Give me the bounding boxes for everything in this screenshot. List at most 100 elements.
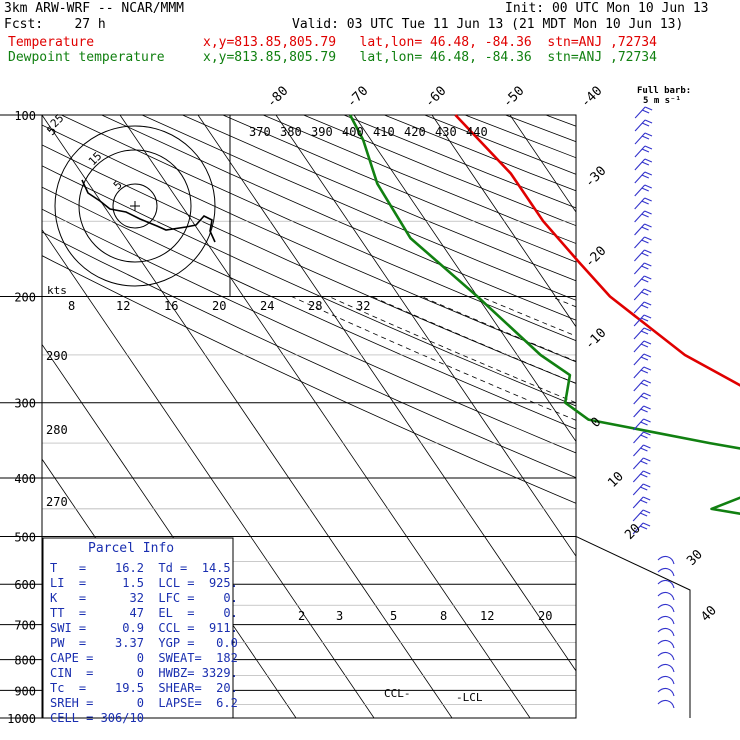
moist-adiabat xyxy=(635,297,740,719)
isotherm xyxy=(666,115,740,718)
wind-barb xyxy=(657,639,675,649)
wind-barb xyxy=(633,275,652,288)
theta-tick-label: 370 xyxy=(249,125,271,139)
barb-key-line1: Full barb: xyxy=(637,86,691,96)
moist-adiabat xyxy=(328,296,576,404)
isotherm xyxy=(197,115,576,672)
wind-barb xyxy=(632,496,651,509)
moist-adiabat xyxy=(550,296,576,308)
wind-barb xyxy=(634,210,652,223)
wind-barb xyxy=(634,145,653,158)
theta-tick-label: 380 xyxy=(280,125,302,139)
hodograph-center xyxy=(130,201,140,211)
wind-barb xyxy=(632,509,651,522)
theta-tick-label: 400 xyxy=(342,125,364,139)
hodograph-trace xyxy=(81,179,216,243)
parcel-info-box: Parcel Info T = 16.2 Td = 14.5LI = 1.5 LC… xyxy=(42,537,238,725)
wind-barbs xyxy=(632,106,675,709)
pressure-label-600: 600 xyxy=(14,578,36,592)
dewpoint-legend: Dewpoint temperature xyxy=(8,50,165,65)
wind-barb xyxy=(657,687,675,697)
wind-barb xyxy=(634,171,653,184)
wind-barb xyxy=(657,615,675,625)
dry-adiabat xyxy=(343,115,576,209)
wind-barb xyxy=(632,470,651,483)
temperature-tick-label: -50 xyxy=(500,84,527,111)
temperature-tick-label: -80 xyxy=(264,84,291,111)
isotherm xyxy=(42,115,453,718)
isotherm xyxy=(275,115,576,557)
wind-barb xyxy=(633,418,651,431)
wind-barb xyxy=(657,579,675,589)
wind-barb xyxy=(633,379,651,392)
wind-barb xyxy=(634,158,653,171)
theta-tick-label: 420 xyxy=(404,125,426,139)
hodograph-axis-label: kts xyxy=(47,284,67,297)
dry-adiabat xyxy=(42,208,576,454)
mixing-ratio-label: 16 xyxy=(164,299,178,313)
barb-key-line2: 5 m s⁻¹ xyxy=(643,96,681,106)
wind-barb xyxy=(633,340,652,353)
temperature-tick-label: -40 xyxy=(578,84,605,111)
moist-adiabat xyxy=(732,297,740,719)
pressure-label-800: 800 xyxy=(14,654,36,668)
theta-tick-label: 430 xyxy=(435,125,457,139)
wind-barb xyxy=(633,353,652,366)
wind-barb xyxy=(657,603,675,613)
model-title: 3km ARW-WRF -- NCAR/MMM xyxy=(4,1,185,16)
temperature-tick-label: 20 xyxy=(622,521,644,543)
pressure-label-900: 900 xyxy=(14,684,36,698)
isotherm xyxy=(431,115,576,328)
wind-barb xyxy=(632,522,651,535)
mixing-ratio-label: 20 xyxy=(212,299,226,313)
plot-border xyxy=(41,114,577,719)
pressure-label-100: 100 xyxy=(14,109,36,123)
pressure-label-500: 500 xyxy=(14,530,36,544)
wind-barb xyxy=(657,699,675,709)
parcel-info-row: TT = 47 EL = 0. xyxy=(50,606,238,620)
mixing-ratio-label: 8 xyxy=(68,299,75,313)
pressure-label-400: 400 xyxy=(14,472,36,486)
hodograph-ring xyxy=(54,125,216,287)
wind-barb xyxy=(634,197,652,210)
wind-barb xyxy=(657,675,675,685)
dewpoint-line xyxy=(348,114,740,516)
isotherm xyxy=(353,115,576,443)
temperature-tick-label: 30 xyxy=(684,547,706,569)
wind-barb xyxy=(657,567,675,577)
wind-barb xyxy=(633,288,652,301)
parcel-info-row: CAPE = 0 SWEAT= 182 xyxy=(50,651,238,665)
wind-barb xyxy=(633,431,651,444)
parcel-info-row: CIN = 0 HWBZ= 3329. xyxy=(50,666,238,680)
wind-barb xyxy=(633,405,651,418)
moist-adiabat xyxy=(371,296,576,384)
wind-barb xyxy=(657,627,675,637)
dry-adiabat xyxy=(222,115,576,263)
wind-barb xyxy=(634,249,652,262)
init-time: Init: 00 UTC Mon 10 Jun 13 xyxy=(505,1,709,16)
parcel-info-row: LI = 1.5 LCL = 925. xyxy=(50,576,238,590)
slanted-edge xyxy=(575,536,691,718)
theta-tick-label: 390 xyxy=(311,125,333,139)
mixing-ratio-label: 28 xyxy=(308,299,322,313)
wind-barb xyxy=(634,223,652,236)
hodograph-ring xyxy=(112,183,158,229)
parcel-info-background xyxy=(42,537,234,719)
temperature-tick-label: -60 xyxy=(422,84,449,111)
theta-tick-label: 440 xyxy=(466,125,488,139)
dry-adiabat xyxy=(182,115,576,282)
dry-adiabat xyxy=(42,255,576,504)
dry-adiabat xyxy=(42,144,576,384)
parcel-info-title: Parcel Info xyxy=(88,541,174,556)
wind-barb xyxy=(633,262,652,275)
temperature-tick-label: -70 xyxy=(344,84,371,111)
moist-adiabat xyxy=(480,296,576,337)
temperature-tick-label: -20 xyxy=(582,244,609,271)
lcl-label: -LCL xyxy=(456,691,483,704)
wind-barb xyxy=(634,132,653,145)
profiles xyxy=(348,114,740,516)
valid-time: Valid: 03 UTC Tue 11 Jun 13 (21 MDT Mon … xyxy=(292,17,684,32)
mixing-ratio-label: 12 xyxy=(116,299,130,313)
dry-adiabat xyxy=(505,115,576,143)
